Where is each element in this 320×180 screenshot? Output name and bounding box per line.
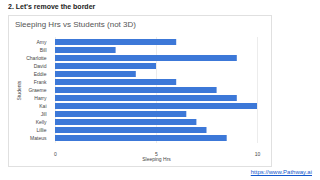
- svg-text:Graeme: Graeme: [28, 87, 46, 93]
- svg-text:Kai: Kai: [39, 103, 46, 109]
- html-text:Sleeping Hrs vs Students (not: Sleeping Hrs vs Students (not 3D): [15, 20, 136, 29]
- svg-text:Kelly: Kelly: [36, 119, 47, 125]
- svg-text:Eddie: Eddie: [34, 71, 47, 77]
- svg-text:Students: Students: [16, 80, 22, 100]
- svg-text:Harry: Harry: [34, 95, 47, 101]
- svg-text:5: 5: [155, 151, 158, 158]
- html-text:https://www.Pathway.ai: https://www.Pathway.ai: [250, 169, 312, 175]
- svg-text:0: 0: [54, 151, 57, 157]
- svg-text:David: David: [34, 63, 47, 69]
- svg-text:Amy: Amy: [37, 39, 48, 45]
- svg-text:Jill: Jill: [41, 111, 47, 117]
- svg-text:Frank: Frank: [34, 79, 47, 85]
- svg-text:Mateus: Mateus: [30, 135, 47, 141]
- svg-text:Charlotte: Charlotte: [26, 55, 47, 61]
- html-text:2. Let's remove the border: 2. Let's remove the border: [8, 3, 96, 10]
- svg-text:10: 10: [255, 151, 261, 157]
- svg-text:Sleeping Hrs: Sleeping Hrs: [142, 156, 171, 162]
- svg-text:Bill: Bill: [40, 47, 47, 53]
- svg-text:Lillie: Lillie: [36, 127, 46, 133]
